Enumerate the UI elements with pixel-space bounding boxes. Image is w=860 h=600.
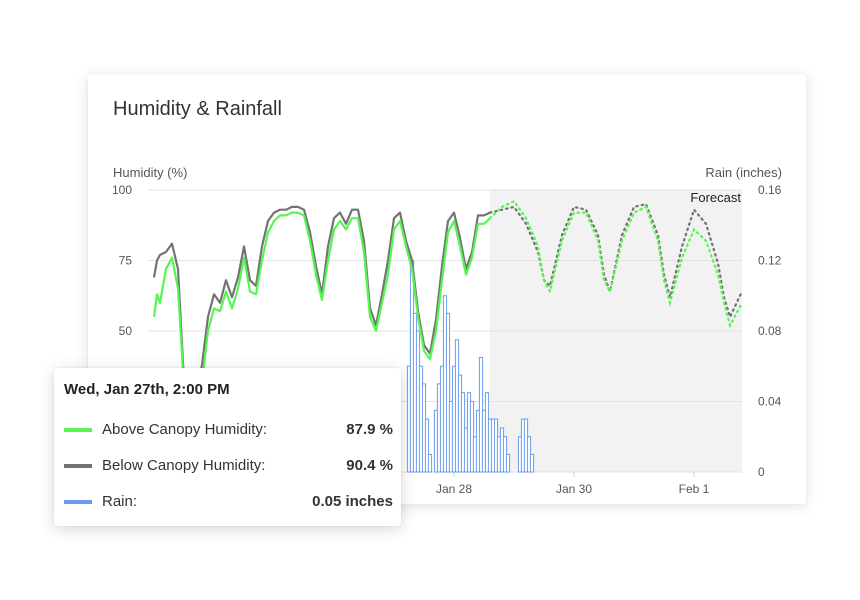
rain-bar [505,453,511,473]
rain-bar [427,453,433,473]
rain-bar [529,453,535,473]
above-canopy-swatch-icon [64,428,92,432]
below-canopy-swatch-icon [64,464,92,468]
tooltip-row-below-canopy: Below Canopy Humidity: 90.4 % [64,456,393,476]
above-canopy-humidity-line [152,211,491,423]
tooltip-value: 90.4 % [346,457,393,474]
tooltip-label: Below Canopy Humidity: [102,457,266,474]
humidity-rain-chart[interactable]: Humidity (%) Rain (inches) Forecast 0.16… [88,74,806,504]
y-left-tick-label: 75 [119,254,133,268]
x-tick-label: Jan 30 [556,482,592,496]
y-right-tick-label: 0 [758,465,765,479]
data-tooltip: Wed, Jan 27th, 2:00 PM Above Canopy Humi… [54,368,401,526]
y-right-tick-label: 0.16 [758,183,782,197]
tooltip-value: 87.9 % [346,421,393,438]
y-axis-right-label: Rain (inches) [705,165,782,180]
forecast-label: Forecast [690,190,741,205]
below-canopy-humidity-line [152,205,491,417]
tooltip-row-above-canopy: Above Canopy Humidity: 87.9 % [64,420,393,440]
tooltip-row-rain: Rain: 0.05 inches [64,492,393,512]
tooltip-title: Wed, Jan 27th, 2:00 PM [64,381,230,398]
y-left-tick-label: 100 [112,183,132,197]
chart-title: Humidity & Rainfall [113,98,282,120]
x-tick-label: Jan 28 [436,482,472,496]
rain-bar [445,312,451,473]
x-tick-label: Feb 1 [679,482,710,496]
tooltip-label: Rain: [102,493,138,510]
rain-bar [424,418,430,473]
y-right-tick-label: 0.12 [758,254,782,268]
rain-swatch-icon [64,500,92,504]
y-left-tick-label: 50 [119,324,133,338]
above-canopy-humidity-forecast-line [488,199,744,329]
tooltip-value: 0.05 inches [312,493,393,510]
tooltip-label: Above Canopy Humidity: [102,421,268,438]
y-right-tick-label: 0.04 [758,395,782,409]
y-axis-left-label: Humidity (%) [113,165,187,180]
y-right-tick-label: 0.08 [758,324,782,338]
